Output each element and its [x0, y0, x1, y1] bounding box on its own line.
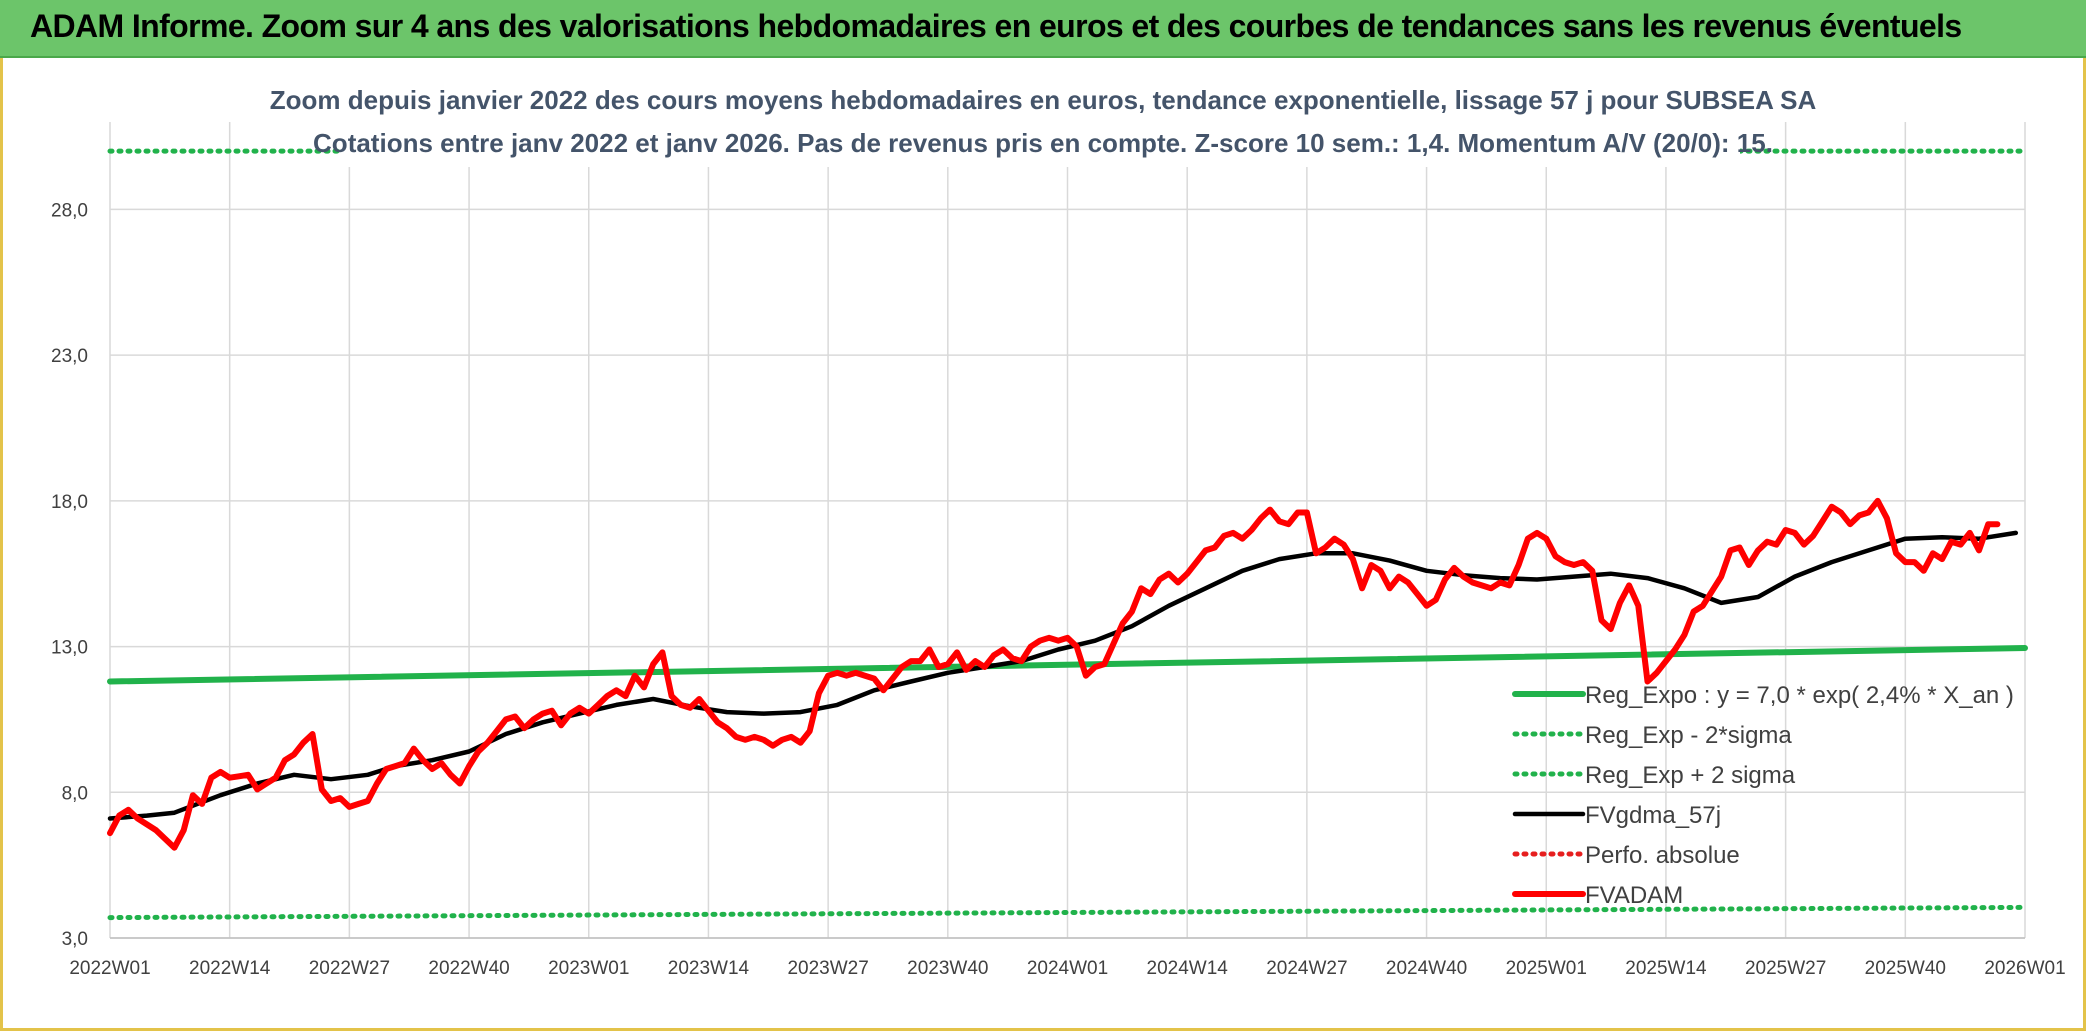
x-tick-label: 2023W01 — [548, 958, 629, 979]
x-tick-label: 2024W14 — [1147, 958, 1229, 979]
x-tick-label: 2022W14 — [189, 958, 271, 979]
y-tick-label: 18,0 — [51, 492, 88, 513]
x-axis: 2022W01 2022W14 2022W27 2022W40 2023W01 2023W… — [69, 937, 2066, 979]
y-axis: 3,0 8,0 13,0 18,0 23,0 28,0 — [51, 200, 88, 950]
chart-subtitle: Cotations entre janv 2022 et janv 2026. … — [313, 128, 1773, 158]
x-tick-label: 2024W40 — [1386, 958, 1467, 979]
chart-legend: Reg_Expo : y = 7,0 * exp( 2,4% * X_an ) R… — [1512, 682, 2014, 909]
x-tick-label: 2022W27 — [309, 958, 390, 979]
series-line-5 — [107, 497, 2001, 851]
x-tick-label: 2024W27 — [1266, 958, 1347, 979]
header-banner: ADAM Informe. Zoom sur 4 ans des valoris… — [0, 0, 2086, 58]
series-line-3 — [107, 530, 2019, 821]
series-line-0 — [107, 645, 2028, 685]
y-tick-label: 23,0 — [51, 346, 88, 367]
legend-entry: Reg_Exp + 2 sigma — [1585, 762, 1796, 789]
y-tick-label: 28,0 — [51, 200, 88, 221]
y-tick-label: 8,0 — [62, 783, 88, 804]
x-tick-label: 2023W27 — [787, 958, 868, 979]
x-tick-label: 2022W01 — [69, 958, 150, 979]
x-tick-label: 2024W01 — [1027, 958, 1108, 979]
x-tick-label: 2026W01 — [1984, 958, 2065, 979]
x-tick-label: 2025W14 — [1625, 958, 1707, 979]
x-tick-label: 2025W27 — [1745, 958, 1826, 979]
legend-entry: Perfo. absolue — [1585, 842, 1740, 869]
legend-entry: FVADAM — [1585, 882, 1683, 909]
x-tick-label: 2023W40 — [907, 958, 988, 979]
legend-entry: FVgdma_57j — [1585, 802, 1721, 829]
legend-entry: Reg_Exp - 2*sigma — [1585, 722, 1792, 749]
chart-titles: Zoom depuis janvier 2022 des cours moyen… — [270, 75, 1817, 167]
y-tick-label: 13,0 — [51, 638, 88, 659]
chart-title: Zoom depuis janvier 2022 des cours moyen… — [270, 85, 1817, 115]
series-line-1 — [107, 904, 2028, 921]
page-title: ADAM Informe. Zoom sur 4 ans des valoris… — [30, 8, 1962, 44]
x-tick-label: 2025W40 — [1865, 958, 1946, 979]
x-tick-label: 2022W40 — [428, 958, 509, 979]
y-tick-label: 3,0 — [62, 929, 88, 950]
x-tick-label: 2023W14 — [668, 958, 750, 979]
legend-entry: Reg_Expo : y = 7,0 * exp( 2,4% * X_an ) — [1585, 682, 2014, 709]
chart-grid — [109, 122, 2026, 939]
x-tick-label: 2025W01 — [1506, 958, 1587, 979]
